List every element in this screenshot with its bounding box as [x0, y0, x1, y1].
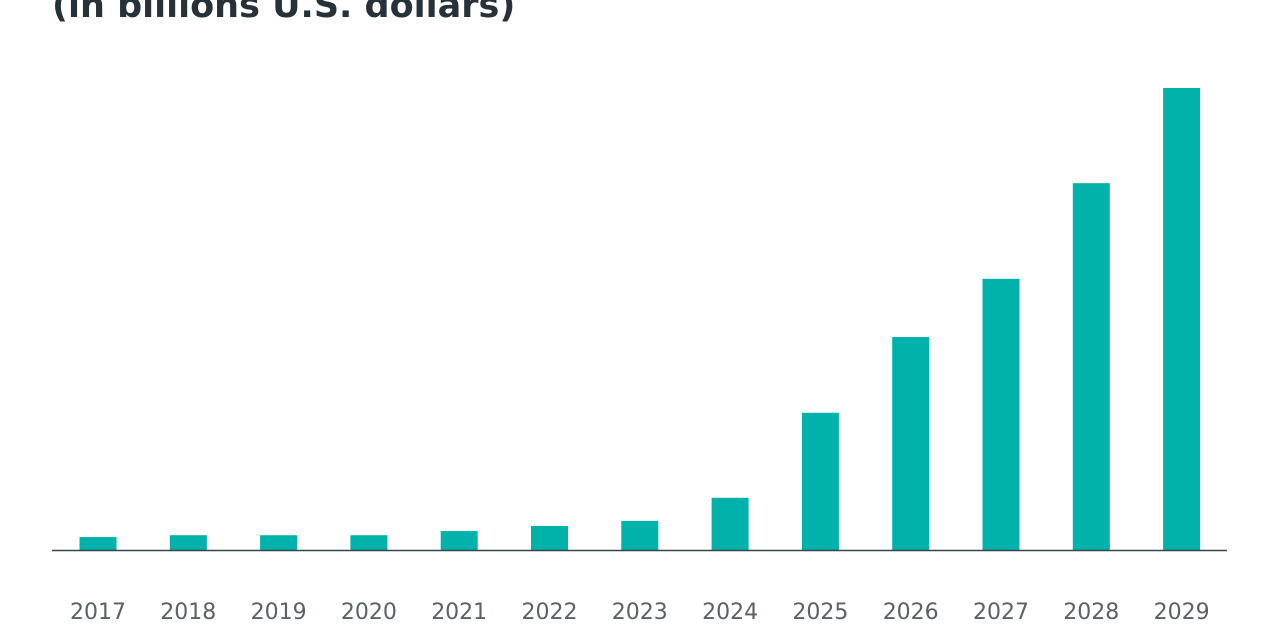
- x-tick-label: 2018: [160, 600, 216, 625]
- x-tick-label: 2029: [1154, 600, 1210, 625]
- x-tick-label: 2021: [431, 600, 487, 625]
- x-tick-label: 2025: [792, 600, 848, 625]
- bar-2022: [531, 525, 568, 550]
- bar-2019: [260, 535, 298, 550]
- x-tick-label: 2027: [973, 600, 1029, 625]
- bar-2028: [1072, 183, 1110, 550]
- x-tick-label: 2019: [251, 600, 307, 625]
- x-tick-label: 2020: [341, 600, 397, 625]
- bar-2025: [801, 412, 839, 550]
- x-tick-label: 2026: [883, 600, 939, 625]
- bar-2023: [621, 520, 659, 550]
- x-tick-label: 2017: [70, 600, 126, 625]
- bar-2017: [79, 537, 117, 550]
- chart-title: (in billions U.S. dollars): [52, 0, 516, 26]
- bar-2029: [1163, 88, 1201, 550]
- bar-2020: [350, 535, 388, 550]
- bar-2027: [982, 278, 1020, 550]
- bar-2021: [440, 531, 478, 550]
- x-tick-label: 2028: [1063, 600, 1119, 625]
- bar-2026: [892, 337, 930, 550]
- bar-2024: [711, 497, 749, 550]
- x-tick-label: 2023: [612, 600, 668, 625]
- x-tick-label: 2024: [702, 600, 758, 625]
- bar-2018: [169, 535, 207, 550]
- x-tick-label: 2022: [522, 600, 578, 625]
